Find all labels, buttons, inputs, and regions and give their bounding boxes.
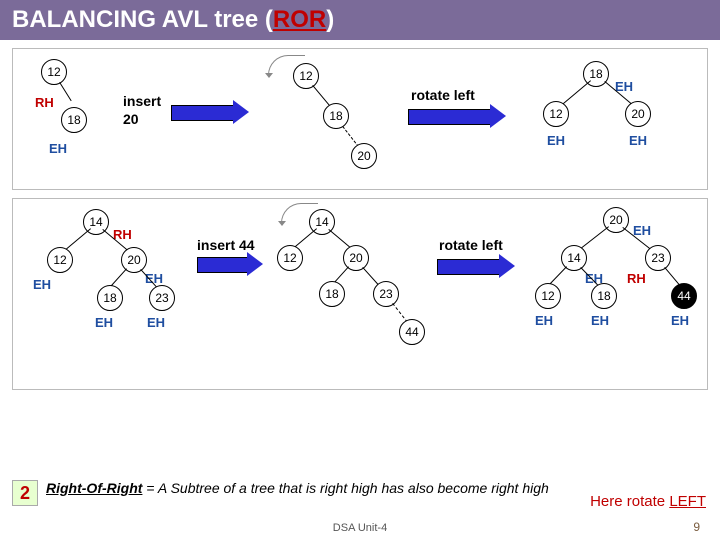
node-12: 12: [293, 63, 319, 89]
diagram-panel-2: 14 RH 12 20 EH EH 18 23 EH EH insert 44 …: [12, 198, 708, 390]
edge: [59, 82, 72, 101]
label-eh: EH: [535, 313, 553, 328]
title-ror: ROR: [273, 6, 326, 33]
title-bar: BALANCING AVL tree (ROR): [0, 0, 720, 40]
label-eh: EH: [49, 141, 67, 156]
case-number-badge: 2: [12, 480, 38, 506]
arrow-body: [197, 257, 249, 273]
label-rh: RH: [35, 95, 54, 110]
label-eh: EH: [629, 133, 647, 148]
node-18: 18: [323, 103, 349, 129]
label-eh: EH: [147, 315, 165, 330]
node-18: 18: [97, 285, 123, 311]
footer-center: DSA Unit-4: [333, 522, 387, 534]
hint-word: LEFT: [669, 493, 706, 510]
node-18: 18: [591, 283, 617, 309]
node-44: 44: [671, 283, 697, 309]
node-12: 12: [277, 245, 303, 271]
arrow-head: [499, 254, 515, 278]
label-rh: RH: [627, 271, 646, 286]
term: Right-Of-Right: [46, 480, 142, 496]
node-12: 12: [47, 247, 73, 273]
node-12: 12: [41, 59, 67, 85]
label-eh: EH: [671, 313, 689, 328]
edge: [312, 85, 331, 107]
rotate-label: rotate left: [411, 87, 475, 103]
title-suffix: ): [326, 6, 334, 33]
insert-value: 20: [123, 111, 139, 127]
arrow-head: [490, 104, 506, 128]
label-eh: EH: [33, 277, 51, 292]
hint-prefix: Here rotate: [590, 493, 669, 510]
rotate-label: rotate left: [439, 237, 503, 253]
arrow-body: [437, 259, 501, 275]
node-23: 23: [149, 285, 175, 311]
node-23: 23: [645, 245, 671, 271]
footer-page: 9: [693, 520, 700, 534]
insert-label: insert 44: [197, 237, 255, 253]
arrow-head: [247, 252, 263, 276]
node-18: 18: [319, 281, 345, 307]
arrow-body: [408, 109, 492, 125]
node-12: 12: [535, 283, 561, 309]
label-eh: EH: [95, 315, 113, 330]
diagram-panel-1: 12 RH 18 EH insert 20 12 18 20 rotate le…: [12, 48, 708, 190]
node-20: 20: [625, 101, 651, 127]
rotate-hint: Here rotate LEFT: [590, 493, 706, 510]
label-eh: EH: [547, 133, 565, 148]
arrow-body: [171, 105, 235, 121]
edge: [560, 80, 591, 106]
node-23: 23: [373, 281, 399, 307]
insert-label: insert: [123, 93, 161, 109]
node-12: 12: [543, 101, 569, 127]
label-eh: EH: [633, 223, 651, 238]
arrow-head: [233, 100, 249, 124]
rest: = A Subtree of a tree that is right high…: [142, 480, 548, 496]
node-20: 20: [351, 143, 377, 169]
node-18: 18: [61, 107, 87, 133]
node-44: 44: [399, 319, 425, 345]
title-prefix: BALANCING AVL tree (: [12, 6, 273, 33]
label-eh: EH: [591, 313, 609, 328]
